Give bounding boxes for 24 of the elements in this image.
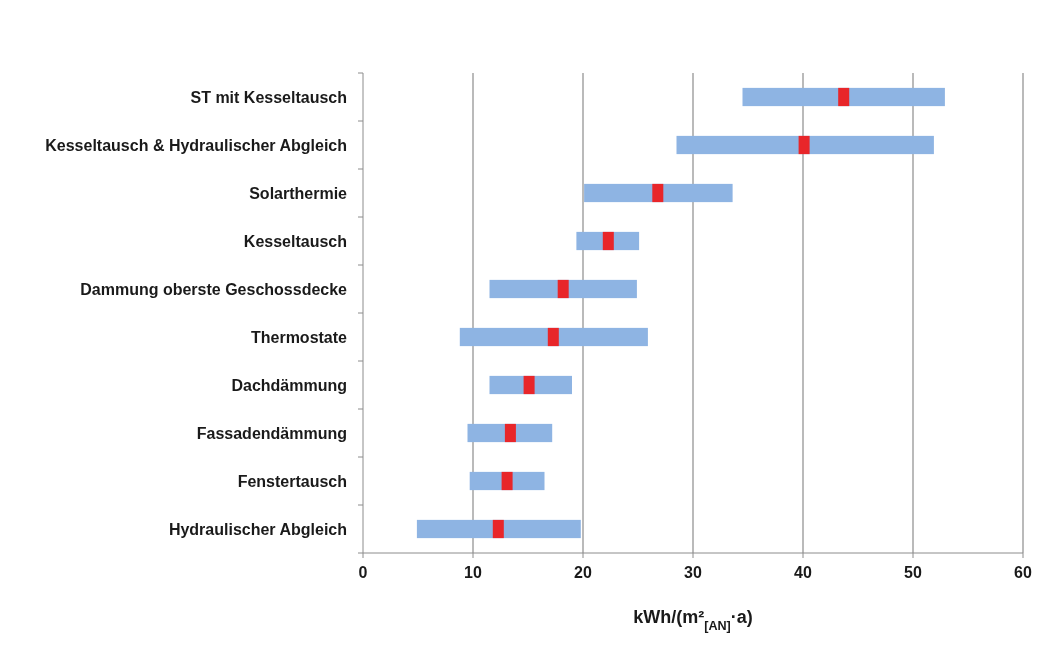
y-tick-label: Kesseltausch & Hydraulischer Abgleich (45, 136, 347, 154)
x-tick-label: 50 (904, 564, 922, 581)
x-tick-label: 20 (574, 564, 592, 581)
x-tick-label: 30 (684, 564, 702, 581)
y-tick-label: Dachdämmung (231, 376, 347, 394)
y-tick-label: Dammung oberste Geschossdecke (80, 280, 348, 298)
y-tick-label: Solarthermie (249, 184, 348, 202)
x-tick-label: 0 (358, 564, 368, 581)
y-tick-label: Fassadendämmung (196, 424, 347, 442)
x-tick-label: 60 (1014, 564, 1032, 581)
bar (584, 183, 733, 203)
bar (742, 87, 945, 107)
y-tick-label: Hydraulischer Abgleich (168, 520, 347, 538)
y-tick-label: Thermostate (250, 328, 348, 346)
bar (489, 279, 637, 299)
y-tick-label: ST mit Kesseltausch (190, 88, 347, 106)
bar (416, 519, 581, 539)
bar (676, 135, 934, 155)
bar (459, 327, 648, 347)
x-tick-label: 10 (464, 564, 482, 581)
y-tick-label: Fenstertausch (237, 472, 347, 490)
x-axis-title: kWh/(m²$_{[AN]}$·a) (633, 607, 753, 633)
x-tick-label: 40 (794, 564, 812, 581)
y-tick-label: Kesseltausch (243, 232, 347, 250)
